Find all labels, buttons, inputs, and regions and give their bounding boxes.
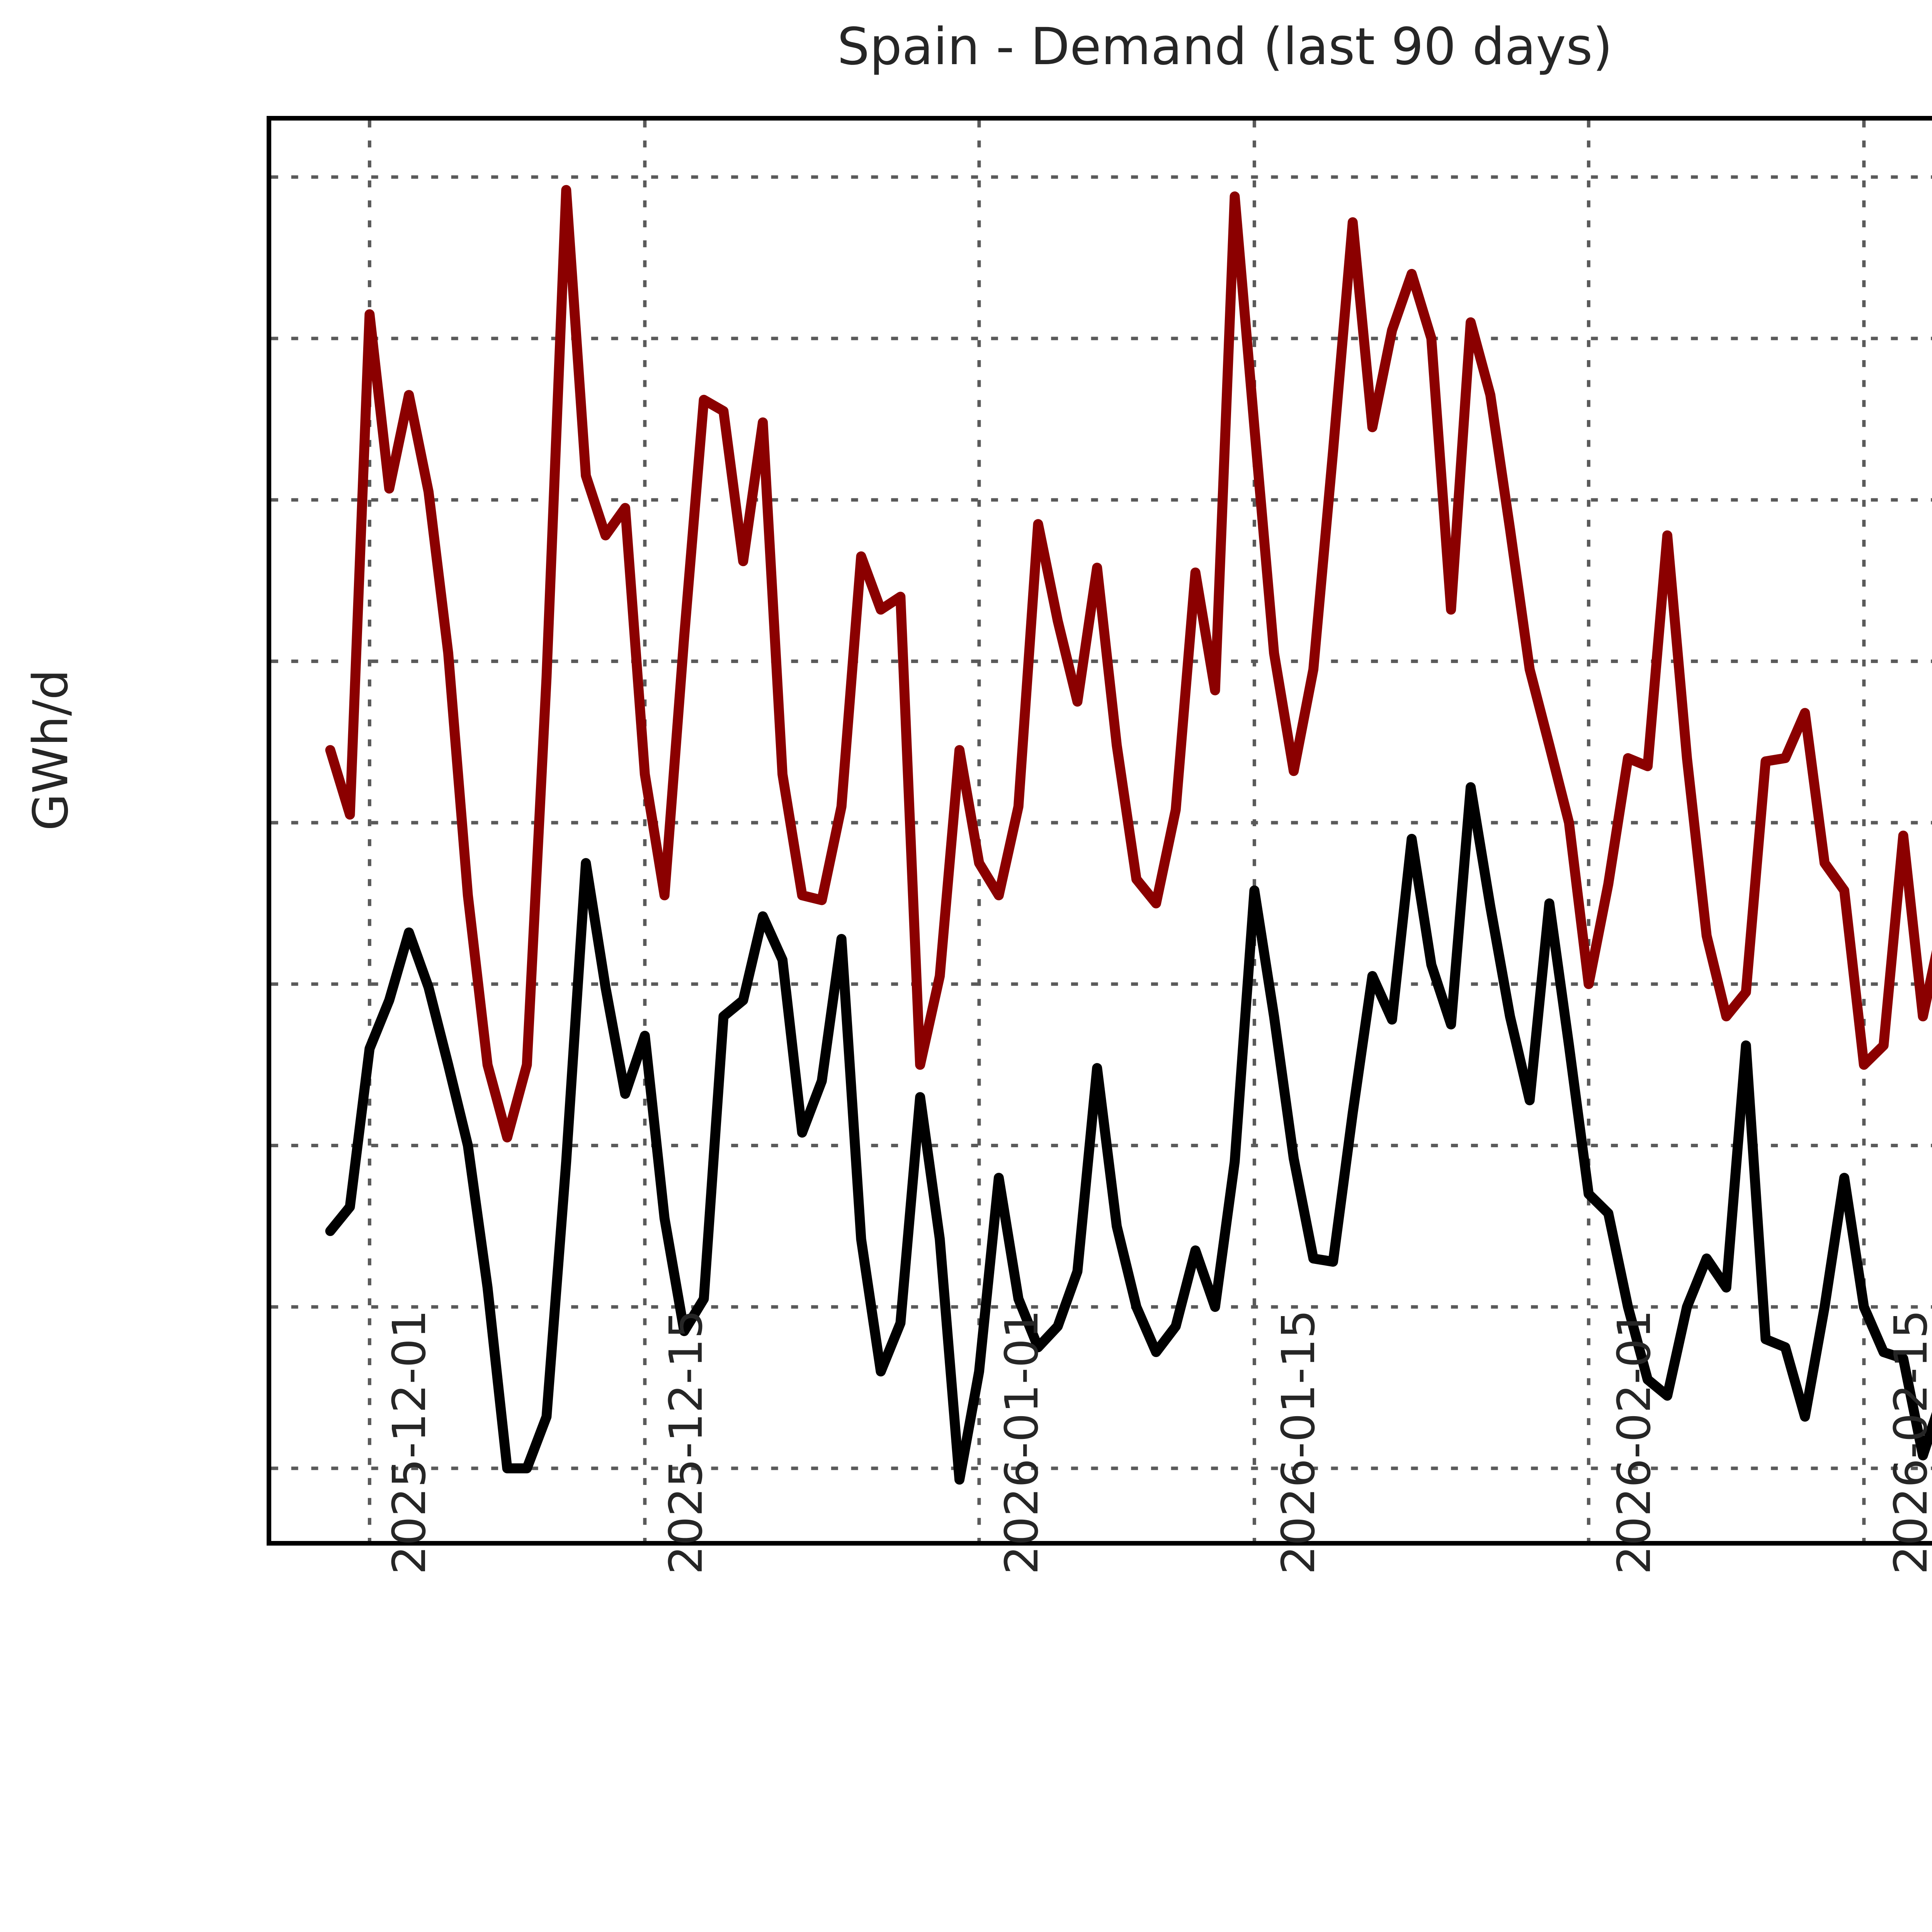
x-tick-label: 2026-01-15 xyxy=(1271,1310,1325,1575)
x-tick-label: 2026-01-01 xyxy=(995,1310,1048,1575)
x-tick-label: 2026-02-01 xyxy=(1607,1310,1661,1575)
y-axis-label: GWh/d xyxy=(23,669,79,831)
plot-area xyxy=(267,116,1932,1546)
x-tick-label: 2026-02-15 xyxy=(1884,1310,1932,1575)
series-line-1 xyxy=(325,782,1932,1485)
x-tick-label: 2025-12-15 xyxy=(659,1310,713,1575)
x-tick-label: 2025-12-01 xyxy=(382,1310,436,1575)
data-series-layer xyxy=(325,185,1932,1485)
page-title: Spain - Demand (last 90 days) xyxy=(837,17,1613,77)
plot-inner xyxy=(271,121,1932,1541)
series-line-0 xyxy=(325,185,1932,1143)
